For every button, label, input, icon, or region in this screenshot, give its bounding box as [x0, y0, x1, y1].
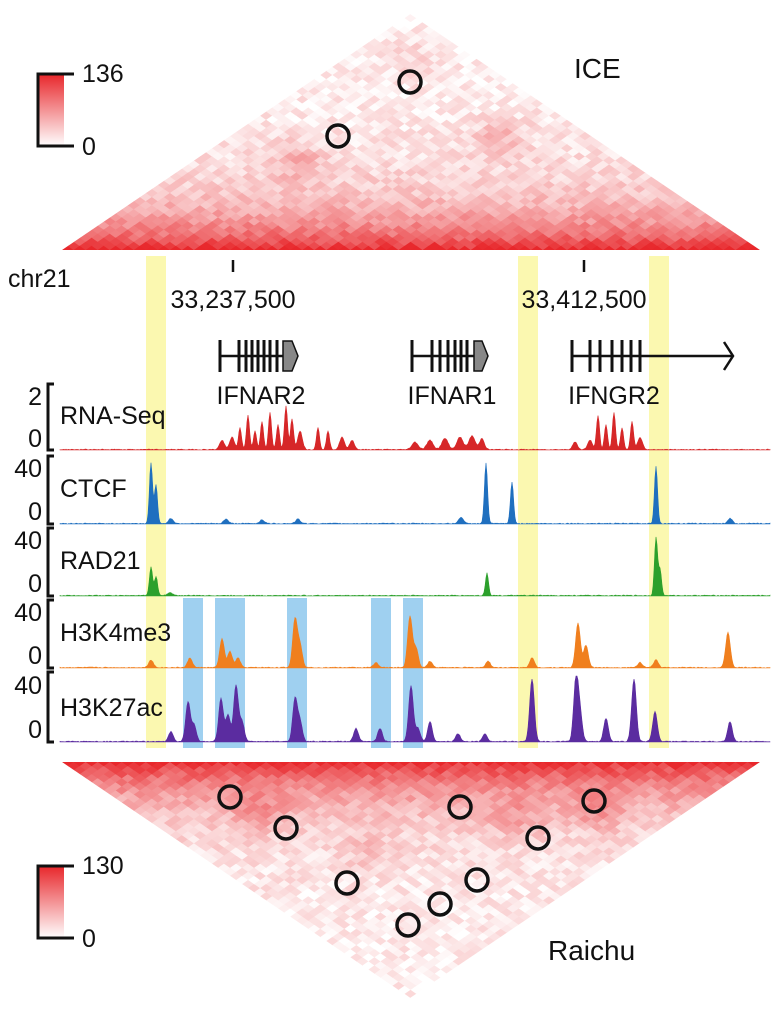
chromosome-label: chr21: [8, 265, 71, 293]
loop-circle: [334, 870, 360, 896]
track-h3k4me3-min: 0: [28, 642, 42, 670]
gene-model-ifngr2: [570, 340, 735, 372]
track-rad21-max: 40: [14, 527, 42, 555]
yellow-highlight-3: [649, 256, 669, 748]
gene-model-ifnar1: [410, 340, 489, 372]
loop-circle: [395, 912, 421, 938]
track-h3k27ac-bracket: [46, 670, 54, 744]
tick-label-2: 33,412,500: [521, 286, 646, 314]
track-h3k27ac: 40 0 H3K27ac: [14, 670, 771, 744]
track-h3k4me3-max: 40: [14, 599, 42, 627]
track-rna-seq-min: 0: [28, 425, 42, 453]
loop-circle: [525, 825, 551, 851]
color-scale-top-bar: [38, 74, 64, 146]
track-rad21-signal: [59, 536, 771, 597]
color-scale-bottom-max: 130: [82, 852, 124, 880]
track-rna-seq: 2 0 RNA-Seq: [28, 382, 771, 453]
track-h3k4me3-signal: [59, 615, 771, 669]
loop-circle: [217, 784, 243, 810]
loop-circle: [581, 788, 607, 814]
heatmap-top-circles: [325, 69, 423, 149]
yellow-highlight-2: [518, 256, 538, 748]
track-rna-seq-max: 2: [28, 383, 42, 411]
color-scale-top-max: 136: [82, 60, 124, 88]
heatmap-bottom: Raichu: [62, 762, 760, 998]
color-scale-bottom: 130 0: [36, 852, 124, 953]
loop-circle: [325, 123, 351, 149]
color-scale-top: 136 0: [36, 60, 124, 161]
track-ctcf-signal: [59, 462, 771, 525]
loop-circle: [447, 794, 473, 820]
heatmap-top: ICE: [62, 14, 760, 250]
coordinate-axis: chr21 33,237,500 33,412,500: [8, 260, 647, 314]
track-rna-seq-label: RNA-Seq: [60, 402, 166, 430]
track-h3k4me3: 40 0 H3K4me3: [14, 598, 771, 670]
track-h3k27ac-max: 40: [14, 672, 42, 700]
track-rad21: 40 0 RAD21: [14, 526, 771, 598]
track-h3k27ac-label: H3K27ac: [60, 694, 163, 722]
track-rad21-min: 0: [28, 570, 42, 598]
gene-model-ifnar2: [218, 340, 299, 372]
color-scale-bottom-min: 0: [82, 925, 96, 953]
loop-circle: [273, 815, 299, 841]
track-rna-seq-signal: [59, 405, 771, 451]
tick-label-1: 33,237,500: [170, 286, 295, 314]
signal-tracks: 2 0 RNA-Seq 40 0 CTCF 40 0 RAD21 40 0 H3…: [14, 382, 771, 744]
track-ctcf-max: 40: [14, 455, 42, 483]
track-ctcf-bracket: [46, 454, 54, 526]
track-rad21-label: RAD21: [60, 547, 141, 575]
blue-highlight-4: [371, 598, 391, 748]
track-rna-seq-bracket: [46, 382, 54, 452]
gene-label-ifnar1: IFNAR1: [408, 382, 497, 410]
loop-circle: [427, 891, 453, 917]
heatmap-bottom-title: Raichu: [548, 935, 635, 966]
gene-label-ifngr2: IFNGR2: [568, 382, 660, 410]
blue-highlight-3: [287, 598, 307, 748]
gene-label-ifnar2: IFNAR2: [217, 382, 306, 410]
loop-circle: [397, 69, 423, 95]
track-rad21-bracket: [46, 526, 54, 598]
track-ctcf-min: 0: [28, 498, 42, 526]
color-scale-top-min: 0: [82, 133, 96, 161]
heatmap-bottom-circles: [217, 784, 607, 938]
track-ctcf-label: CTCF: [60, 475, 127, 503]
highlight-bands: [146, 256, 669, 748]
gene-models: IFNAR2 IFNAR1 IFNGR2: [217, 340, 735, 410]
track-ctcf: 40 0 CTCF: [14, 454, 771, 526]
loop-circle: [464, 867, 490, 893]
color-scale-bottom-bar: [38, 866, 64, 938]
track-h3k4me3-bracket: [46, 598, 54, 670]
track-h3k4me3-label: H3K4me3: [60, 619, 171, 647]
track-h3k27ac-signal: [59, 675, 771, 743]
heatmap-top-title: ICE: [574, 53, 621, 84]
track-h3k27ac-min: 0: [28, 716, 42, 744]
